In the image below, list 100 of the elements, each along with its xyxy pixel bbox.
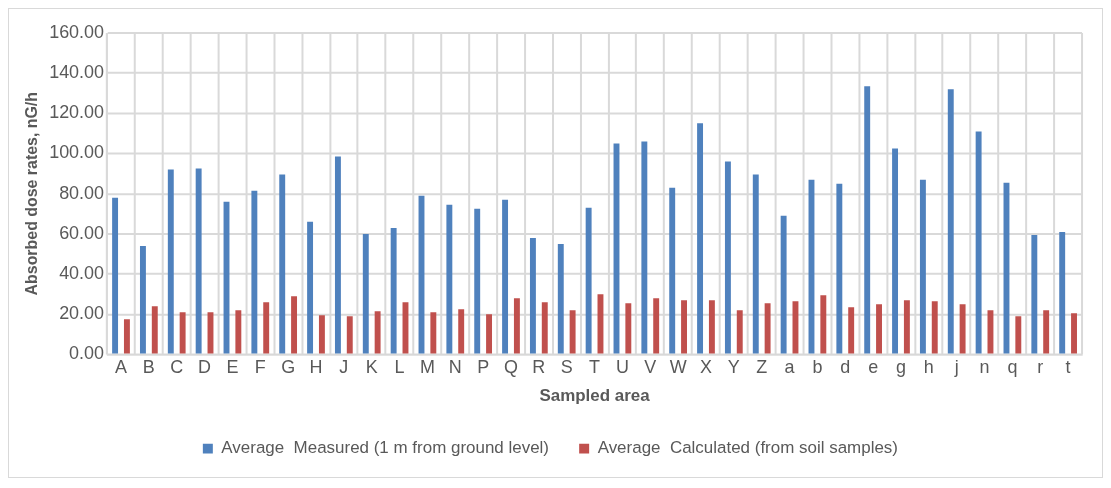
bar (251, 190, 258, 354)
x-tick-label: A (115, 357, 128, 378)
x-tick-label: q (1007, 357, 1018, 378)
bar (836, 183, 843, 354)
bar (318, 315, 325, 354)
y-tick-label: 140.00 (49, 62, 105, 83)
y-tick-label: 40.00 (59, 263, 105, 284)
bar (975, 131, 982, 354)
y-tick-label: 80.00 (59, 182, 105, 203)
bar (263, 302, 270, 354)
x-tick-label: t (1065, 357, 1071, 378)
bar (430, 312, 437, 354)
x-tick-label: H (309, 357, 323, 378)
bar (625, 303, 632, 354)
bar (474, 208, 481, 354)
bar (903, 300, 910, 354)
y-tick-label: 0.00 (69, 343, 105, 364)
x-tick-label: S (560, 357, 573, 378)
x-tick-label: h (923, 357, 934, 378)
y-axis-title: Absorbed dose rates, nG/h (22, 91, 40, 296)
x-tick-label: B (142, 357, 155, 378)
bar (362, 233, 369, 354)
bar (681, 300, 687, 354)
bar (959, 304, 966, 354)
bar (279, 174, 286, 354)
bar (179, 312, 186, 354)
bar (513, 298, 520, 354)
x-tick-label: P (477, 357, 490, 378)
x-tick-label: e (868, 357, 879, 378)
legend-label: Average Calculated (from soil samples) (597, 438, 898, 458)
bar (780, 215, 787, 354)
x-tick-label: d (840, 357, 851, 378)
x-tick-label: U (615, 357, 629, 378)
x-tick-label: N (448, 357, 462, 378)
x-axis-title: Sampled area (539, 385, 651, 405)
bar (764, 303, 771, 354)
bar (541, 302, 548, 354)
y-tick-label: 160.00 (49, 21, 105, 42)
bar (291, 296, 298, 354)
x-tick-label: E (226, 357, 239, 378)
y-tick-label: 60.00 (59, 222, 105, 243)
bar (820, 295, 827, 354)
x-tick-label: j (953, 357, 959, 378)
bar (1015, 316, 1022, 354)
bar (1043, 310, 1050, 354)
bar (585, 207, 592, 354)
bar (502, 199, 509, 354)
bar (139, 245, 146, 354)
bar (569, 310, 576, 354)
x-tick-label: V (644, 357, 657, 378)
bar (947, 89, 954, 354)
bar (708, 300, 715, 354)
x-tick-label: X (699, 357, 712, 378)
bar (752, 174, 759, 354)
x-tick-label: Q (504, 357, 519, 378)
y-tick-label: 100.00 (49, 142, 105, 163)
x-tick-label: n (979, 357, 990, 378)
x-tick-label: R (532, 357, 546, 378)
x-tick-label: K (365, 357, 378, 378)
bar (1059, 231, 1066, 354)
bar (876, 304, 882, 354)
bar (724, 161, 731, 354)
bar (669, 187, 676, 354)
bar (1031, 234, 1038, 354)
x-tick-label: a (784, 357, 795, 378)
y-tick-label: 120.00 (49, 102, 105, 123)
x-tick-label: g (895, 357, 906, 378)
bar (1071, 313, 1077, 354)
bar (346, 316, 353, 354)
bar (486, 314, 493, 354)
bar (235, 310, 242, 354)
bar (167, 169, 174, 354)
bar (919, 179, 926, 354)
x-tick-label: Y (727, 357, 740, 378)
x-tick-label: C (170, 357, 184, 378)
bar (864, 86, 871, 354)
x-tick-label: W (669, 357, 687, 378)
x-tick-label: J (339, 357, 349, 378)
bar (653, 298, 660, 354)
bar (848, 307, 855, 354)
bar (697, 123, 704, 354)
x-tick-label: L (394, 357, 405, 378)
bar (123, 319, 130, 354)
bar (195, 168, 202, 354)
bar (458, 309, 465, 354)
x-tick-label: T (589, 357, 601, 378)
bar (151, 306, 158, 354)
bar (374, 311, 381, 354)
bar (641, 141, 648, 354)
bar (307, 221, 314, 354)
bar (529, 237, 536, 354)
x-tick-label: Z (756, 357, 768, 378)
y-tick-label: 20.00 (59, 303, 105, 324)
bar (931, 301, 938, 354)
bar (334, 156, 341, 354)
bar (446, 204, 453, 354)
bar (736, 310, 743, 354)
x-tick-label: M (419, 357, 435, 378)
bar (892, 148, 899, 354)
bar (390, 227, 397, 354)
